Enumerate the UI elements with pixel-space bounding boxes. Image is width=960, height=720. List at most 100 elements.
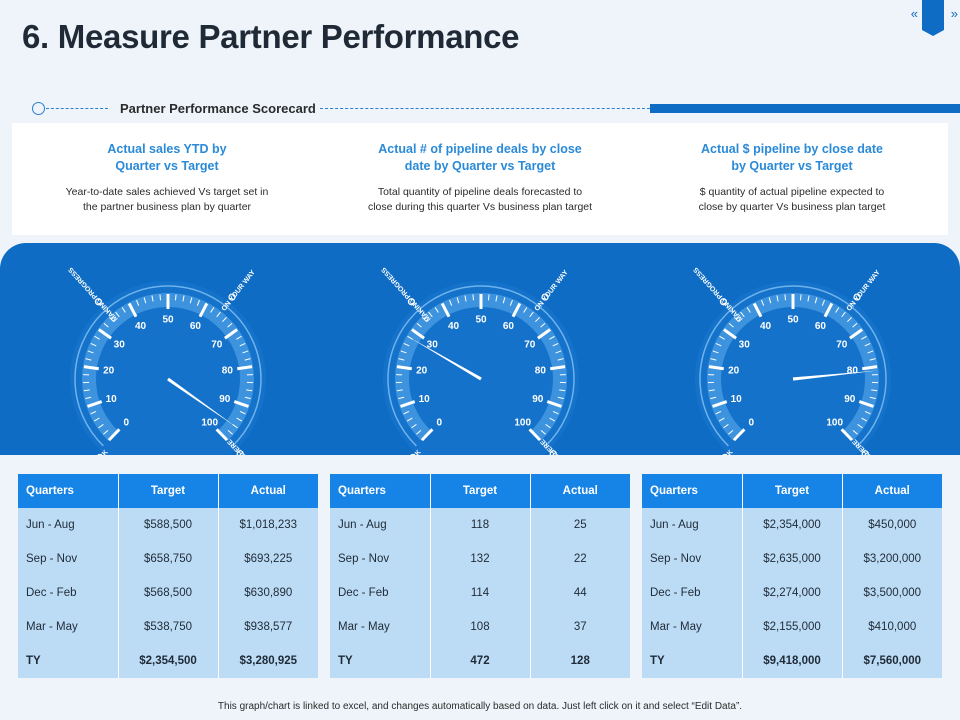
gauge-zone-dot [228, 293, 236, 301]
table-cell: Jun - Aug [330, 508, 431, 542]
gauge-minor-tick [740, 311, 745, 318]
gauge-minor-tick [174, 294, 177, 301]
table-cell: $9,418,000 [742, 644, 843, 678]
footnote: This graph/chart is linked to excel, and… [217, 701, 743, 712]
gauge-zone-dot [541, 293, 549, 301]
gauge-minor-tick [710, 396, 717, 400]
gauge-zone-label: ON TRACK [705, 449, 735, 455]
table-row: Sep - Nov $2,635,000 $3,200,000 [642, 542, 942, 576]
gauge-zone-dot [722, 453, 728, 455]
metric-description-line: the partner business plan by quarter [82, 201, 252, 213]
table-cell: 108 [430, 610, 531, 644]
table-total-row: TY $9,418,000 $7,560,000 [642, 644, 942, 678]
table-cell: 22 [530, 542, 630, 576]
metric-pipeline-dollars: Actual $ pipeline by close date by Quart… [667, 141, 917, 215]
gauge-major-tick [237, 365, 253, 371]
gauge-minor-tick [398, 396, 405, 400]
gauge-minor-tick [869, 358, 876, 361]
gauge-tick-label: 40 [135, 321, 147, 332]
gauge-tick-label: 0 [749, 418, 755, 429]
gauge-tick-label: 0 [124, 418, 130, 429]
gauge-major-tick [546, 400, 562, 408]
gauge-minor-tick [239, 343, 246, 347]
metric-title-line: date by Quarter vs Target [404, 159, 556, 173]
gauge-minor-tick [864, 410, 871, 415]
gauge-minor-tick [244, 358, 251, 361]
gauge-minor-tick [143, 297, 147, 304]
gauge-minor-tick [557, 396, 564, 400]
gauge-minor-tick [115, 311, 120, 318]
metric-title: Actual sales YTD by Quarter vs Target [42, 141, 292, 175]
gauge-outer-ring [74, 285, 262, 447]
gauge-zone-dot [861, 450, 869, 455]
table-cell: $938,577 [218, 610, 318, 644]
gauge-tick-label: 0 [437, 418, 443, 429]
table-header-row: Quarters Target Actual [642, 474, 942, 508]
table-cell: 132 [430, 542, 531, 576]
gauge-major-tick [224, 328, 238, 340]
gauge-minor-tick [210, 307, 215, 313]
table-cell: $538,750 [118, 610, 219, 644]
gauge-tick-label: 50 [162, 315, 174, 326]
table-row: Dec - Feb 114 44 [330, 576, 630, 610]
metric-description-line: close by quarter Vs business plan target [698, 201, 886, 213]
gauge-minor-tick [464, 295, 467, 302]
gauge-major-tick [83, 365, 99, 371]
metric-description-line: $ quantity of actual pipeline expected t… [699, 186, 885, 198]
scorecard-label: Partner Performance Scorecard [120, 101, 316, 116]
gauge-tick-label: 20 [728, 366, 740, 377]
gauge-major-tick [862, 365, 878, 371]
gauge-minor-tick [728, 429, 734, 435]
gauge-minor-tick [784, 294, 787, 301]
gauge-major-tick [712, 400, 728, 408]
gauge-minor-tick [456, 297, 460, 304]
table-cell: Dec - Feb [330, 576, 431, 610]
gauge-minor-tick [239, 410, 246, 415]
gauge-zone-dot [407, 298, 416, 306]
sales-ytd-table: Quarters Target Actual Jun - Aug $588,500… [18, 474, 318, 678]
metric-description-line: Year-to-date sales achieved Vs target se… [65, 186, 269, 198]
gauge-tick-label: 100 [514, 418, 531, 429]
gauge-minor-tick [555, 350, 562, 354]
next-slide-icon[interactable]: » [950, 6, 958, 21]
table-cell: Dec - Feb [642, 576, 743, 610]
gauge-minor-tick [403, 343, 410, 347]
gauge-zone-label: MAKING PROGRESS [692, 265, 744, 322]
table-cell: $3,280,925 [218, 644, 318, 678]
table-cell: $658,750 [118, 542, 219, 576]
gauge-minor-tick [540, 322, 546, 328]
gauge-major-tick [215, 428, 229, 442]
gauge-minor-tick [549, 417, 556, 422]
gauge-major-tick [396, 365, 412, 371]
gauge-minor-tick [121, 307, 126, 313]
gauge-minor-tick [222, 317, 227, 323]
table-cell: 128 [530, 644, 630, 678]
metric-description-line: Total quantity of pipeline deals forecas… [377, 186, 583, 198]
gauge-major-tick [440, 302, 451, 318]
metric-pipeline-deals: Actual # of pipeline deals by close date… [355, 141, 605, 215]
gauge-minor-tick [246, 389, 253, 392]
pipeline-dollars-table: Quarters Target Actual Jun - Aug $2,354,0… [642, 474, 942, 678]
gauge-major-tick [550, 365, 566, 371]
table-row: Sep - Nov $658,750 $693,225 [18, 542, 318, 576]
gauge-minor-tick [861, 335, 867, 340]
table-cell: Jun - Aug [18, 508, 119, 542]
gauge-minor-tick [502, 297, 506, 304]
previous-slide-icon[interactable]: « [910, 6, 918, 21]
gauge-minor-tick [416, 429, 422, 435]
table-row: Jun - Aug $588,500 $1,018,233 [18, 508, 318, 542]
metric-sales-ytd: Actual sales YTD by Quarter vs Target Ye… [42, 141, 292, 215]
gauge-major-tick [98, 328, 112, 340]
gauge-minor-tick [98, 424, 104, 429]
gauge-major-tick [87, 400, 103, 408]
gauge-minor-tick [487, 294, 490, 301]
gauge-minor-tick [814, 297, 818, 304]
gauge-major-tick [849, 328, 863, 340]
gauge-tick-label: 70 [836, 340, 848, 351]
gauge-major-tick [752, 302, 763, 318]
table-cell: $1,018,233 [218, 508, 318, 542]
gauge-minor-tick [103, 322, 109, 328]
gauge-minor-tick [871, 389, 878, 392]
gauge-minor-tick [236, 417, 243, 422]
gauge-needle [792, 370, 877, 381]
